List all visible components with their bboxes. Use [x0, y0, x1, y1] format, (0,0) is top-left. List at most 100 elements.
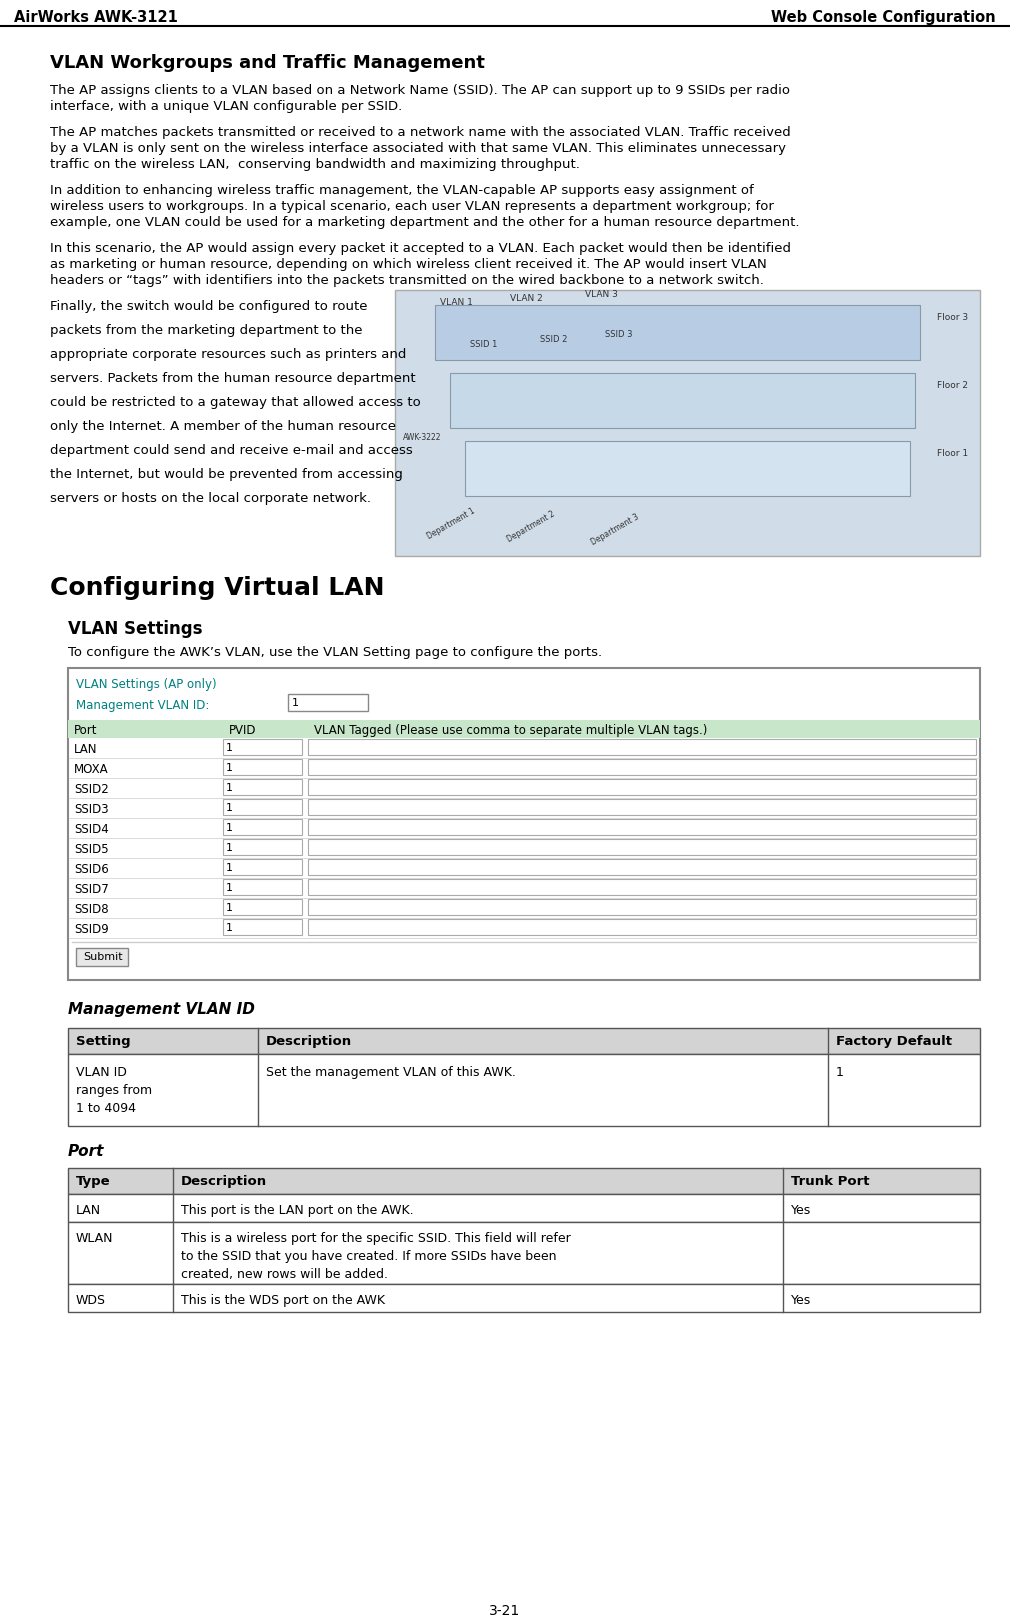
Text: SSID 1: SSID 1 [470, 340, 497, 349]
Text: Finally, the switch would be configured to route: Finally, the switch would be configured … [50, 299, 368, 312]
Text: MOXA: MOXA [74, 764, 109, 777]
Text: servers or hosts on the local corporate network.: servers or hosts on the local corporate … [50, 492, 371, 505]
Text: 3-21: 3-21 [490, 1603, 520, 1618]
Bar [68, 668, 980, 981]
Text: This is the WDS port on the AWK: This is the WDS port on the AWK [181, 1294, 385, 1307]
Text: 1: 1 [226, 803, 233, 812]
Text: packets from the marketing department to the: packets from the marketing department to… [50, 324, 363, 337]
Text: 1: 1 [292, 697, 299, 709]
Text: Type: Type [76, 1175, 111, 1188]
Text: department could send and receive e-mail and access: department could send and receive e-mail… [50, 443, 413, 456]
Text: Floor 3: Floor 3 [937, 312, 968, 322]
Bar [435, 306, 920, 359]
Text: Description: Description [266, 1036, 352, 1048]
Text: servers. Packets from the human resource department: servers. Packets from the human resource… [50, 372, 416, 385]
Text: VLAN 3: VLAN 3 [585, 290, 618, 299]
Text: VLAN Tagged (Please use comma to separate multiple VLAN tags.): VLAN Tagged (Please use comma to separat… [314, 723, 707, 738]
Text: VLAN 2: VLAN 2 [510, 294, 542, 303]
Text: the Internet, but would be prevented from accessing: the Internet, but would be prevented fro… [50, 468, 403, 481]
Text: Configuring Virtual LAN: Configuring Virtual LAN [50, 576, 385, 600]
Text: Management VLAN ID: Management VLAN ID [68, 1002, 255, 1018]
Text: Port: Port [74, 723, 98, 738]
Text: Description: Description [181, 1175, 267, 1188]
Text: AirWorks AWK-3121: AirWorks AWK-3121 [14, 10, 178, 24]
Bar [308, 799, 976, 815]
Bar [450, 374, 915, 429]
Bar [465, 442, 910, 497]
Bar [308, 759, 976, 775]
Text: SSID6: SSID6 [74, 862, 109, 875]
Text: 1: 1 [226, 783, 233, 793]
Text: appropriate corporate resources such as printers and: appropriate corporate resources such as … [50, 348, 406, 361]
Bar [308, 919, 976, 935]
Text: SSID 2: SSID 2 [540, 335, 568, 345]
Text: Set the management VLAN of this AWK.: Set the management VLAN of this AWK. [266, 1066, 516, 1079]
Bar [223, 840, 302, 854]
Text: WDS: WDS [76, 1294, 106, 1307]
Text: This is a wireless port for the specific SSID. This field will refer: This is a wireless port for the specific… [181, 1231, 571, 1244]
Text: PVID: PVID [229, 723, 257, 738]
Bar [308, 778, 976, 794]
Text: LAN: LAN [74, 743, 98, 756]
Text: SSID2: SSID2 [74, 783, 109, 796]
Text: Department 2: Department 2 [505, 510, 556, 544]
Bar [223, 759, 302, 775]
Text: Department 3: Department 3 [590, 513, 641, 547]
Text: SSID4: SSID4 [74, 824, 109, 837]
Bar [223, 739, 302, 756]
Bar [308, 859, 976, 875]
Text: as marketing or human resource, depending on which wireless client received it. : as marketing or human resource, dependin… [50, 257, 767, 270]
Text: VLAN ID: VLAN ID [76, 1066, 127, 1079]
Text: Submit: Submit [83, 951, 122, 963]
Text: VLAN Settings: VLAN Settings [68, 620, 202, 637]
Text: VLAN Workgroups and Traffic Management: VLAN Workgroups and Traffic Management [50, 53, 485, 71]
Text: Factory Default: Factory Default [836, 1036, 952, 1048]
Bar [223, 859, 302, 875]
Bar [395, 290, 980, 557]
Text: only the Internet. A member of the human resource: only the Internet. A member of the human… [50, 421, 396, 434]
Bar [68, 1222, 980, 1285]
Text: 1: 1 [226, 743, 233, 752]
Text: Department 1: Department 1 [425, 506, 476, 540]
Text: headers or “tags” with identifiers into the packets transmitted on the wired bac: headers or “tags” with identifiers into … [50, 273, 764, 286]
Text: Yes: Yes [791, 1294, 811, 1307]
Text: In this scenario, the AP would assign every packet it accepted to a VLAN. Each p: In this scenario, the AP would assign ev… [50, 243, 791, 256]
Text: 1: 1 [226, 843, 233, 853]
Text: interface, with a unique VLAN configurable per SSID.: interface, with a unique VLAN configurab… [50, 100, 402, 113]
Text: SSID3: SSID3 [74, 803, 109, 815]
Bar [288, 694, 368, 710]
Bar [68, 1053, 980, 1126]
Bar [223, 799, 302, 815]
Bar [76, 948, 128, 966]
Text: SSID7: SSID7 [74, 883, 109, 896]
Text: to the SSID that you have created. If more SSIDs have been: to the SSID that you have created. If mo… [181, 1251, 557, 1264]
Text: 1: 1 [226, 922, 233, 934]
Text: To configure the AWK’s VLAN, use the VLAN Setting page to configure the ports.: To configure the AWK’s VLAN, use the VLA… [68, 646, 602, 659]
Bar [68, 1285, 980, 1312]
Bar [223, 879, 302, 895]
Text: Trunk Port: Trunk Port [791, 1175, 870, 1188]
Text: 1: 1 [226, 903, 233, 913]
Text: could be restricted to a gateway that allowed access to: could be restricted to a gateway that al… [50, 396, 421, 409]
Text: The AP assigns clients to a VLAN based on a Network Name (SSID). The AP can supp: The AP assigns clients to a VLAN based o… [50, 84, 790, 97]
Bar [68, 1027, 980, 1053]
Bar [308, 900, 976, 916]
Text: WLAN: WLAN [76, 1231, 113, 1244]
Text: 1 to 4094: 1 to 4094 [76, 1102, 136, 1115]
Text: 1: 1 [226, 862, 233, 874]
Bar [308, 739, 976, 756]
Text: Setting: Setting [76, 1036, 130, 1048]
Text: SSID5: SSID5 [74, 843, 109, 856]
Text: In addition to enhancing wireless traffic management, the VLAN-capable AP suppor: In addition to enhancing wireless traffi… [50, 184, 753, 197]
Text: wireless users to workgroups. In a typical scenario, each user VLAN represents a: wireless users to workgroups. In a typic… [50, 201, 774, 214]
Text: created, new rows will be added.: created, new rows will be added. [181, 1269, 388, 1281]
Text: SSID8: SSID8 [74, 903, 109, 916]
Text: AWK-3222: AWK-3222 [403, 434, 441, 442]
Bar [223, 819, 302, 835]
Text: traffic on the wireless LAN,  conserving bandwidth and maximizing throughput.: traffic on the wireless LAN, conserving … [50, 159, 580, 172]
Text: Yes: Yes [791, 1204, 811, 1217]
Text: Management VLAN ID:: Management VLAN ID: [76, 699, 209, 712]
Bar [68, 720, 980, 738]
Bar [68, 1168, 980, 1194]
Text: 1: 1 [226, 883, 233, 893]
